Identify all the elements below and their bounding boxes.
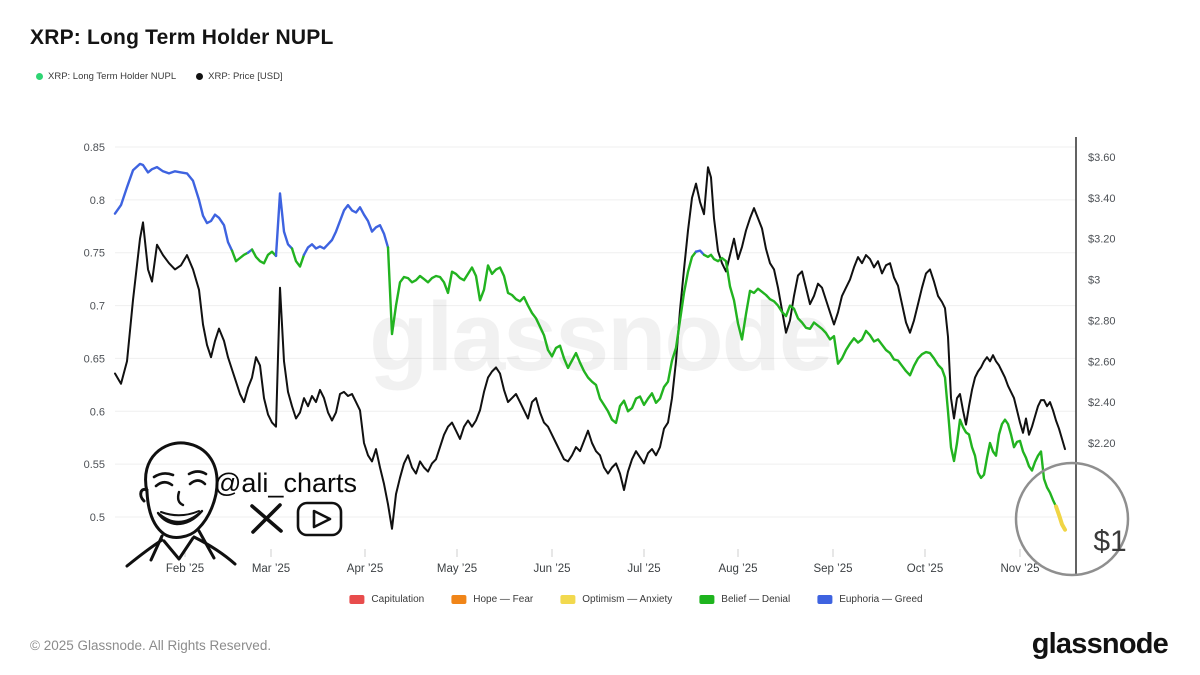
x-logo-icon[interactable] <box>250 503 283 534</box>
zone-swatch-icon <box>560 595 576 604</box>
analyst-handle[interactable]: @ali_charts <box>214 468 357 498</box>
copyright-text: © 2025 Glassnode. All Rights Reserved. <box>30 638 272 653</box>
highlight-circle-annotation <box>1014 461 1130 577</box>
nupl-line-segment <box>1054 504 1067 532</box>
series-legend: XRP: Long Term Holder NUPL XRP: Price [U… <box>36 71 283 82</box>
axes: 0.85 0.8 0.75 0.7 0.65 0.6 0.55 0.5 $3.60 $3.40 $3… <box>84 137 1116 575</box>
nupl-line-segment <box>230 249 250 263</box>
y-axis-tick-label: 0.85 <box>84 142 105 154</box>
glassnode-logo[interactable]: glassnode <box>1031 628 1169 660</box>
y-axis-tick-label: 0.6 <box>90 406 105 418</box>
zone-label: Belief — Denial <box>721 594 791 605</box>
legend-item-price[interactable]: XRP: Price [USD] <box>196 71 283 82</box>
glassnode-watermark: glassnode <box>369 282 831 391</box>
nupl-line-segment <box>302 203 390 256</box>
price-axis-tick-label: $3.20 <box>1088 234 1116 246</box>
legend-item-nupl-label: XRP: Long Term Holder NUPL <box>48 71 177 82</box>
price-target-label: $1 <box>1093 525 1126 558</box>
price-axis-tick-label: $2.80 <box>1088 315 1116 327</box>
youtube-icon[interactable] <box>296 501 343 537</box>
y-axis-tick-label: 0.7 <box>90 301 105 313</box>
zone-swatch-icon <box>349 595 365 604</box>
x-axis-month-label: Jul ’25 <box>627 563 660 575</box>
nupl-line-segment <box>250 248 278 265</box>
y-axis-tick-label: 0.8 <box>90 195 105 207</box>
y-axis-tick-label: 0.75 <box>84 248 105 260</box>
x-axis-month-label: Mar ’25 <box>252 563 290 575</box>
zone-swatch-icon <box>451 595 467 604</box>
zone-label: Euphoria — Greed <box>839 594 923 605</box>
zone-swatch-icon <box>699 595 715 604</box>
zone-legend-item[interactable]: Euphoria — Greed <box>817 594 923 605</box>
nupl-line-segment <box>274 192 294 258</box>
zone-legend-item[interactable]: Capitulation <box>349 594 424 605</box>
price-line <box>114 166 1066 530</box>
page-title: XRP: Long Term Holder NUPL <box>30 26 334 49</box>
zone-label: Capitulation <box>371 594 425 605</box>
y-axis-tick-label: 0.65 <box>84 353 105 365</box>
zone-label: Hope — Fear <box>473 594 534 605</box>
x-axis-month-label: May ’25 <box>437 563 477 575</box>
price-axis-tick-label: $2.40 <box>1088 397 1116 409</box>
nupl-line-segment <box>386 246 698 425</box>
price-axis-tick-label: $3 <box>1088 275 1100 287</box>
nupl-line-segment <box>290 247 306 268</box>
y-axis-tick-label: 0.55 <box>84 459 105 471</box>
zone-swatch-icon <box>817 595 833 604</box>
zone-label: Optimism — Anxiety <box>582 594 673 605</box>
x-axis-month-label: Aug ’25 <box>718 563 757 575</box>
zone-legend-item[interactable]: Optimism — Anxiety <box>560 594 672 605</box>
zone-legend-item[interactable]: Hope — Fear <box>451 594 533 605</box>
nupl-line-segment <box>702 253 1058 508</box>
legend-item-price-label: XRP: Price [USD] <box>208 71 283 82</box>
nupl-line-segment <box>113 162 234 252</box>
price-axis-tick-label: $2.20 <box>1088 438 1116 450</box>
portrait-sketch <box>125 441 237 568</box>
legend-item-nupl[interactable]: XRP: Long Term Holder NUPL <box>36 71 176 82</box>
price-axis-tick-label: $2.60 <box>1088 356 1116 368</box>
nupl-zone-legend: Capitulation Hope — Fear Optimism — Anxiet… <box>349 594 923 605</box>
x-axis-month-label: Oct ’25 <box>907 563 943 575</box>
x-axis-month-label: Nov ’25 <box>1001 563 1040 575</box>
price-series-dot-icon <box>196 73 204 80</box>
nupl-series-dot-icon <box>36 73 43 80</box>
data-series <box>113 162 1067 532</box>
y-axis-tick-label: 0.5 <box>90 512 105 524</box>
x-axis-month-label: Sep ’25 <box>813 563 852 575</box>
nupl-line-segment <box>694 249 706 256</box>
price-axis-tick-label: $3.60 <box>1088 152 1116 164</box>
x-axis-month-label: Apr ’25 <box>347 563 383 575</box>
x-axis-month-label: Feb ’25 <box>166 563 204 575</box>
price-axis-tick-label: $3.40 <box>1088 193 1116 205</box>
zone-legend-item[interactable]: Belief — Denial <box>699 594 790 605</box>
x-axis-month-label: Jun ’25 <box>533 563 570 575</box>
